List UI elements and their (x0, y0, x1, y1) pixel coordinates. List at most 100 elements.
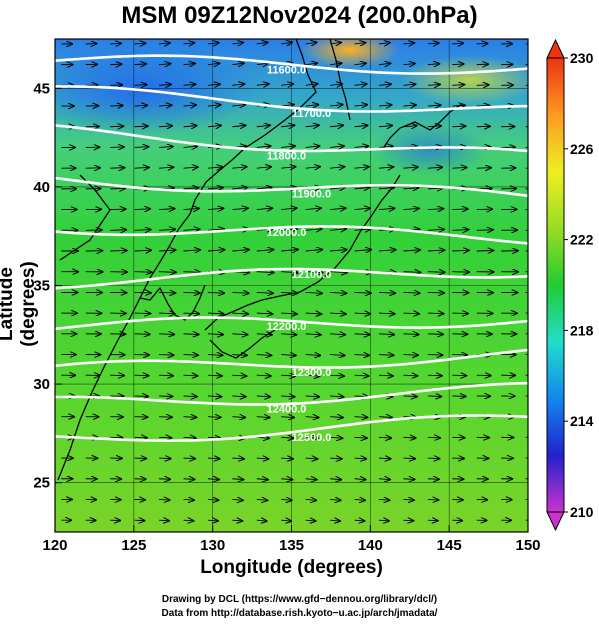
wind-arrow (427, 126, 441, 127)
wind-arrow (476, 85, 489, 86)
wind-arrow (183, 355, 198, 356)
contour-label: 11700.0 (292, 108, 331, 120)
wind-arrow (330, 167, 344, 168)
x-tick-label: 150 (515, 537, 540, 554)
wind-arrow (183, 437, 195, 438)
geopotential-contours: 11600.0 11700.0 11800.0 11900.0 12000.0 12100… (55, 54, 528, 444)
wind-arrow (256, 292, 273, 293)
wind-arrow (403, 292, 419, 293)
map-title: MSM 09Z12Nov2024 (200.0hPa) (121, 2, 478, 29)
wind-arrow (403, 458, 415, 459)
wind-arrow (305, 105, 319, 106)
y-tick-label: 25 (33, 475, 50, 492)
y-axis-ticks: 25 30 35 40 45 (33, 80, 62, 492)
wind-arrow (183, 520, 193, 521)
wind-arrow (403, 396, 416, 397)
wind-arrow (183, 84, 195, 85)
wind-arrow (134, 64, 146, 65)
wind-arrow (305, 42, 317, 43)
wind-arrow (183, 499, 193, 500)
wind-arrow (354, 292, 371, 293)
wind-arrow (330, 396, 343, 397)
wind-arrow (281, 105, 294, 106)
wind-arrow (159, 147, 173, 148)
wind-arrow (330, 520, 340, 521)
wind-arrow (427, 43, 439, 44)
wind-arrow (305, 84, 318, 85)
wind-arrow (476, 250, 494, 251)
contour-label: 12100.0 (292, 269, 332, 281)
wind-arrow (403, 43, 414, 44)
wind-arrow (159, 292, 175, 293)
wind-arrow (305, 249, 323, 250)
wind-arrow (256, 479, 268, 480)
wind-arrow (207, 458, 220, 459)
wind-arrow (330, 63, 341, 64)
wind-arrow (403, 334, 418, 335)
wind-arrow (183, 167, 197, 168)
colorbar-min-arrow (546, 511, 565, 532)
contour-label: 11900.0 (292, 189, 331, 201)
wind-arrow (330, 292, 346, 293)
wind-arrow (159, 458, 171, 459)
wind-arrow (403, 84, 415, 85)
wind-arrow (232, 208, 247, 209)
wind-arrow (159, 229, 175, 230)
wind-arrow (476, 168, 491, 169)
wind-arrow (281, 167, 295, 168)
wind-arrow (232, 250, 249, 251)
contour-label: 12000.0 (267, 227, 307, 239)
wind-arrow (354, 458, 367, 459)
wind-arrow (378, 313, 395, 314)
wind-arrow (183, 208, 198, 209)
wind-arrow (159, 64, 170, 65)
wind-arrow (256, 417, 270, 418)
wind-arrow (134, 43, 146, 44)
wind-arrow (354, 520, 365, 521)
wind-arrow (427, 479, 439, 480)
wind-arrow (476, 126, 490, 127)
credit-drawing: Drawing by DCL (https://www.gfd−dennou.o… (161, 594, 438, 605)
wind-arrow (403, 375, 417, 376)
wind-arrow (256, 458, 269, 459)
wind-arrow (183, 64, 194, 65)
wind-arrow (330, 208, 345, 209)
wind-arrow (330, 187, 345, 188)
wind-arrow (232, 479, 243, 480)
wind-arrow (183, 229, 199, 230)
wind-arrow (403, 167, 417, 168)
wind-arrow (207, 229, 224, 230)
wind-arrow (256, 355, 272, 356)
wind-arrow (427, 272, 445, 273)
contour-line (55, 225, 528, 245)
colorbar-tick-label: 222 (570, 232, 594, 248)
x-tick-label: 140 (358, 537, 383, 554)
x-tick-label: 130 (200, 537, 225, 554)
wind-arrow (183, 292, 199, 293)
wind-arrow (110, 230, 126, 231)
wind-arrow (378, 43, 390, 44)
contour-line (55, 414, 528, 443)
contour-line (55, 176, 528, 198)
contour-label: 11800.0 (267, 151, 306, 163)
wind-arrow (305, 417, 319, 418)
wind-arrow (427, 520, 438, 521)
contour-line (55, 381, 528, 406)
wind-arrow (159, 417, 172, 418)
wind-arrow (378, 292, 395, 293)
wind-arrow (110, 126, 123, 127)
wind-arrow (354, 355, 370, 356)
wind-arrow (183, 146, 197, 147)
contour-label: 11600.0 (267, 65, 306, 77)
wind-arrow (281, 208, 296, 209)
wind-arrow (378, 250, 396, 251)
wind-arrow (281, 355, 296, 356)
wind-arrow (232, 520, 242, 521)
wind-arrow (305, 63, 317, 64)
y-tick-label: 30 (33, 376, 50, 393)
wind-arrow (110, 147, 124, 148)
wind-arrow (403, 355, 418, 356)
wind-arrow (330, 42, 341, 43)
wind-arrow (134, 85, 147, 86)
wind-arrow (134, 167, 149, 168)
